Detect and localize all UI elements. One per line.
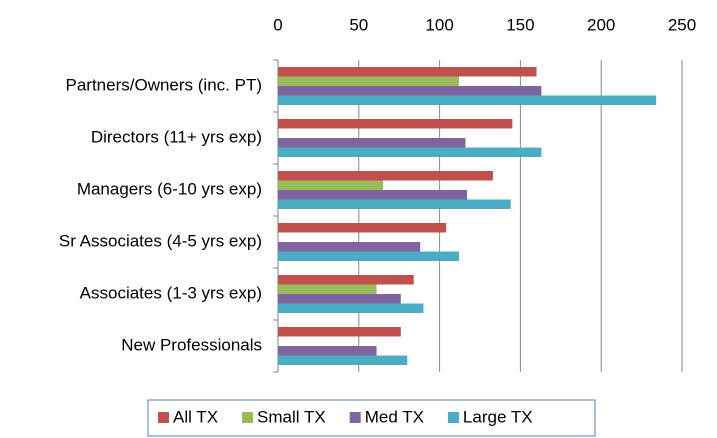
legend-label: Med TX — [365, 407, 424, 426]
x-tick-label: 100 — [425, 15, 453, 34]
bar — [278, 303, 424, 313]
bar — [278, 171, 493, 181]
legend-swatch — [158, 412, 169, 423]
bar — [278, 294, 401, 304]
y-tick-label: Partners/Owners (inc. PT) — [66, 75, 263, 94]
bar — [278, 355, 408, 365]
bar — [278, 76, 459, 86]
x-tick-label: 200 — [587, 15, 615, 34]
bar — [278, 275, 414, 285]
bar — [278, 180, 384, 190]
bar — [278, 67, 537, 77]
x-tick-label: 250 — [668, 15, 696, 34]
bar — [278, 242, 421, 252]
bar — [278, 147, 542, 157]
x-tick-label: 150 — [506, 15, 534, 34]
bar — [278, 284, 377, 294]
legend-swatch — [447, 412, 459, 423]
bar — [278, 190, 468, 200]
bar — [278, 251, 459, 261]
bar — [278, 86, 542, 96]
legend-swatch — [242, 412, 254, 423]
y-tick-label: New Professionals — [121, 335, 262, 354]
bar — [278, 199, 511, 209]
bar — [278, 138, 466, 148]
x-tick-label: 50 — [349, 15, 368, 34]
y-tick-label: Managers (6-10 yrs exp) — [77, 179, 262, 198]
y-tick-label: Associates (1-3 yrs exp) — [80, 283, 262, 302]
y-tick-label: Directors (11+ yrs exp) — [91, 127, 262, 146]
x-tick-label: 0 — [273, 15, 282, 34]
legend-label: Large TX — [463, 407, 533, 426]
bar — [278, 327, 401, 337]
bar — [278, 346, 377, 356]
y-tick-label: Sr Associates (4-5 yrs exp) — [59, 231, 262, 250]
bar — [278, 119, 513, 129]
legend-swatch — [349, 412, 361, 423]
bar — [278, 223, 447, 233]
legend-box — [147, 399, 596, 437]
legend-label: Small TX — [257, 407, 326, 426]
bar — [278, 95, 657, 105]
legend-label: All TX — [173, 407, 218, 426]
